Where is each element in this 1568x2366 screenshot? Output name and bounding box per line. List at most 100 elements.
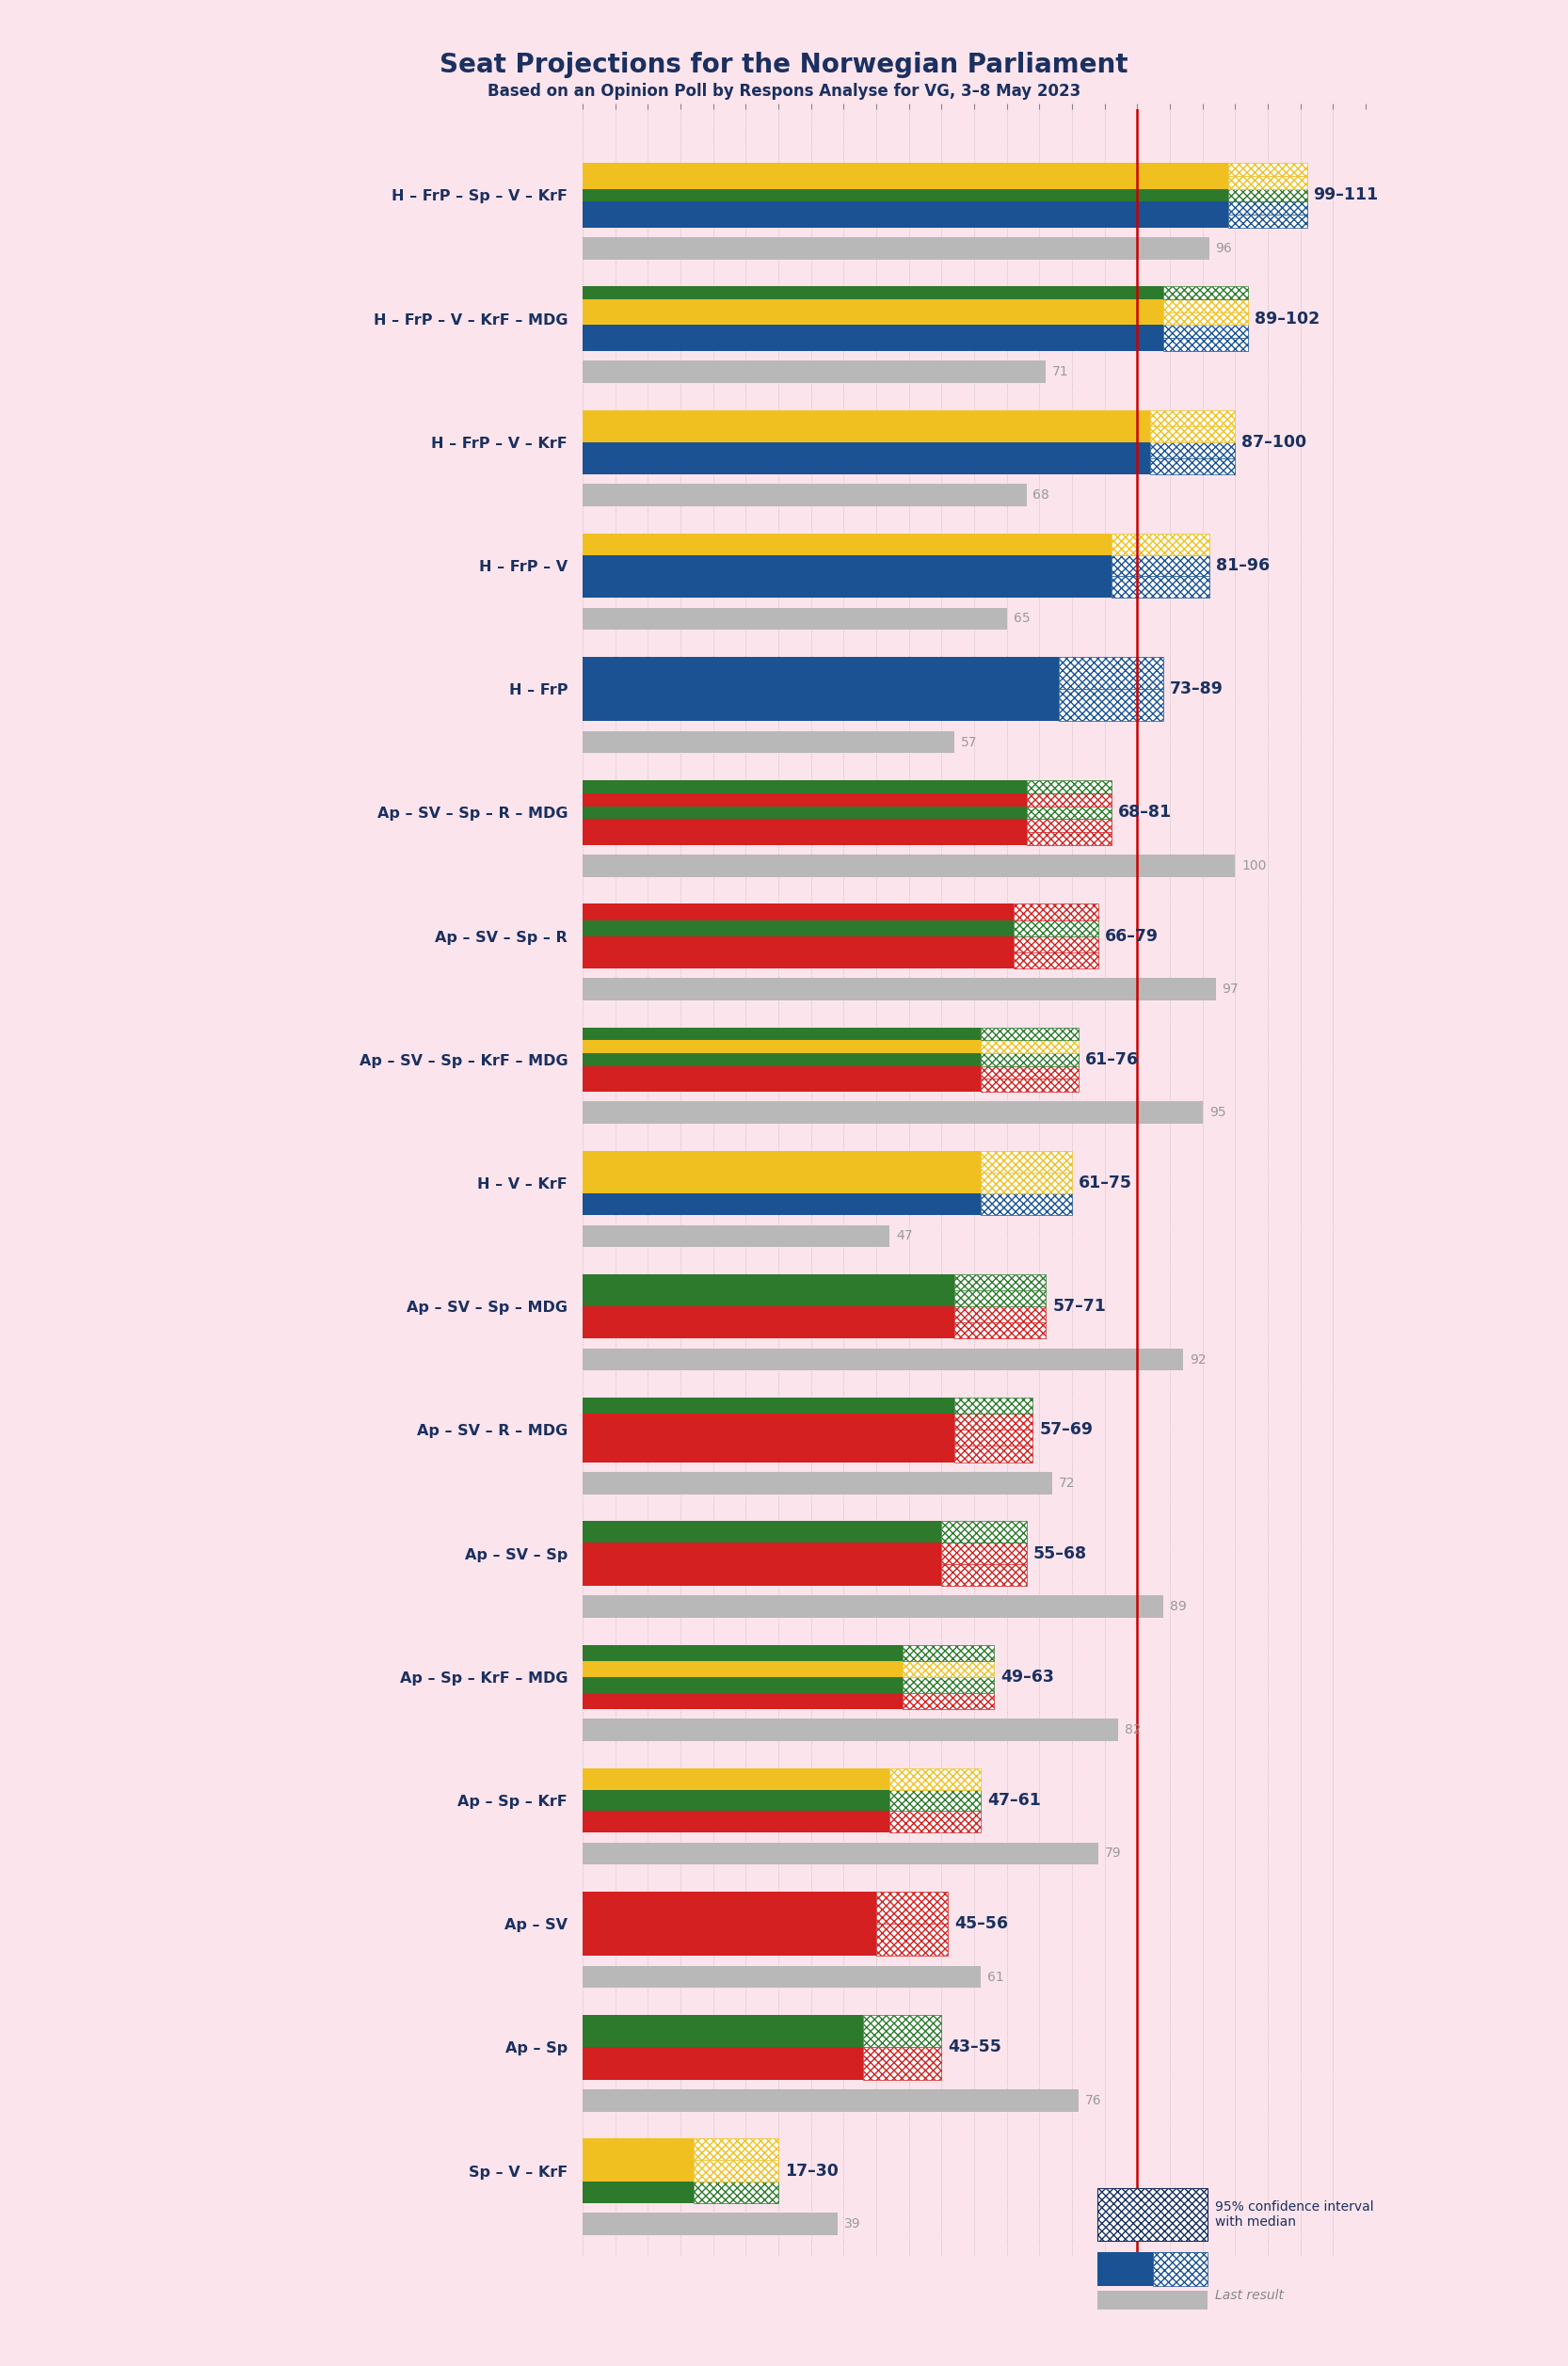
Bar [583,442,1151,459]
Bar [583,1767,889,1789]
Bar [583,409,1151,426]
Bar [583,189,1229,201]
Bar [583,1027,980,1041]
Bar [1151,426,1236,442]
Bar [583,1521,942,1543]
Text: 73–89: 73–89 [1170,681,1223,698]
Bar [583,658,1058,689]
Text: Based on an Opinion Poll by Respons Analyse for VG, 3–8 May 2023: Based on an Opinion Poll by Respons Anal… [488,83,1080,99]
Bar [583,459,1151,473]
Bar [693,2160,778,2181]
Bar [583,1398,955,1415]
Bar [1112,577,1209,599]
Bar [1163,324,1248,338]
Bar [583,2016,864,2047]
Bar [1112,532,1209,556]
Text: Last result: Last result [1215,2288,1284,2302]
Text: 100: 100 [1242,859,1267,873]
Bar [955,1398,1033,1415]
Bar [583,2139,693,2160]
Bar [583,1289,955,1306]
Bar [980,1195,1073,1216]
Text: 89: 89 [1170,1599,1187,1614]
Bar [583,793,1027,807]
Bar [583,1446,955,1462]
Bar [583,1429,955,1446]
Bar [583,951,1013,968]
Bar [583,689,1058,722]
Bar [583,1041,980,1053]
Bar [693,2181,778,2203]
Bar [583,781,1027,793]
Bar [583,1810,889,1834]
Bar [1151,442,1236,459]
Bar [583,485,1027,506]
Bar [955,1289,1046,1306]
Text: 45–56: 45–56 [955,1916,1008,1933]
Text: 57: 57 [961,736,977,748]
Text: 61–75: 61–75 [1079,1174,1132,1192]
Bar [1151,459,1236,473]
Text: 68–81: 68–81 [1118,804,1171,821]
Bar [1163,286,1248,300]
Bar [1112,556,1209,577]
Bar [583,1644,903,1661]
Bar [583,1349,1182,1370]
Bar [583,532,1112,556]
Bar [1027,793,1112,807]
Text: 76: 76 [1085,2094,1102,2108]
Bar [877,1924,949,1957]
Bar [583,1543,942,1564]
Bar [583,1275,955,1289]
Bar [955,1415,1033,1429]
Bar [583,1472,1052,1495]
Bar [1163,338,1248,350]
Bar [889,1810,980,1834]
Text: 95: 95 [1209,1105,1226,1119]
Bar [583,215,1229,227]
Bar [583,1595,1163,1618]
Bar [583,1564,942,1585]
Bar [1013,951,1098,968]
Bar [980,1079,1079,1091]
Bar [583,1924,877,1957]
Bar [583,1694,903,1708]
Bar [942,1521,1027,1543]
Bar [583,2212,837,2236]
Bar [955,1275,1046,1289]
Bar [583,1843,1098,1864]
Bar [942,1564,1027,1585]
Bar [583,937,1013,951]
Bar [583,286,1163,300]
Bar [583,1323,955,1339]
Bar [583,2047,864,2080]
Bar [583,833,1027,845]
Bar [583,1306,955,1323]
Bar [903,1661,994,1677]
Bar [1027,833,1112,845]
Bar [942,1543,1027,1564]
Text: 89–102: 89–102 [1254,310,1320,327]
Bar [980,1171,1073,1195]
Bar [877,1893,949,1924]
Bar [980,1041,1079,1053]
Text: 61: 61 [988,1971,1004,1983]
Bar [903,1644,994,1661]
Text: 57–71: 57–71 [1052,1299,1105,1315]
Bar [903,1694,994,1708]
Bar [1027,807,1112,819]
Bar [1013,904,1098,920]
Bar [583,577,1112,599]
Bar [583,608,1007,629]
Bar [583,1415,955,1429]
Bar [583,360,1046,383]
Text: 87–100: 87–100 [1242,433,1306,450]
Text: 82: 82 [1124,1722,1142,1737]
Bar [889,1789,980,1810]
Bar [1027,781,1112,793]
Bar [583,338,1163,350]
Bar [583,201,1229,215]
Text: 57–69: 57–69 [1040,1422,1093,1439]
Bar [583,1195,980,1216]
Text: 99–111: 99–111 [1314,187,1378,203]
